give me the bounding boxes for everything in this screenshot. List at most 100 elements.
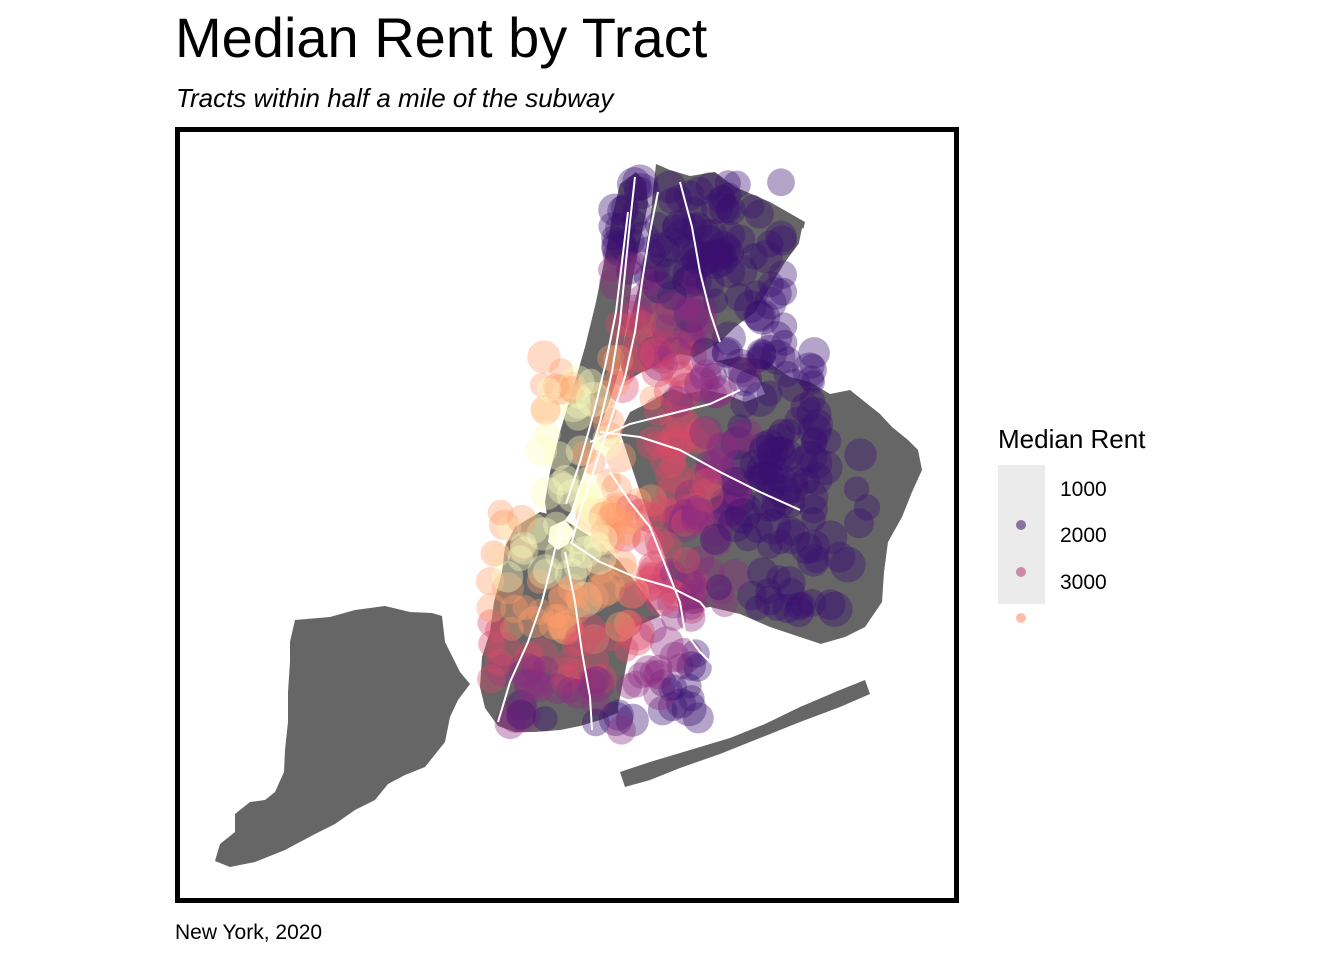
rent-point [783, 596, 815, 628]
rent-point [770, 312, 798, 340]
rent-point [712, 338, 741, 367]
rent-point [547, 612, 575, 640]
rent-point [689, 363, 717, 391]
rent-point [639, 327, 667, 355]
rent-point [622, 164, 659, 201]
rent-point [494, 708, 526, 740]
legend-label-2000: 2000 [1060, 524, 1107, 547]
subway-line-queens-blvd [599, 431, 801, 511]
rent-point [634, 484, 668, 517]
rent-point [589, 569, 626, 606]
rent-point [640, 262, 667, 290]
rent-point [702, 238, 735, 271]
rent-point [621, 197, 652, 227]
rent-point [796, 396, 832, 432]
rent-point [536, 377, 561, 402]
rent-point [711, 336, 744, 369]
legend-dot-2000 [1016, 567, 1026, 577]
rent-point [476, 593, 507, 623]
rent-point [507, 698, 541, 733]
rent-point [583, 531, 610, 558]
rent-point [477, 664, 506, 694]
rent-point [486, 655, 518, 687]
rent-point [513, 670, 544, 700]
rent-point [549, 358, 574, 383]
rent-point [722, 170, 751, 199]
rent-point [653, 170, 686, 204]
rent-point [803, 548, 829, 574]
rent-point [797, 413, 832, 448]
rent-point [701, 191, 734, 224]
rent-point [689, 478, 724, 513]
rent-point [492, 572, 524, 605]
rent-point [634, 566, 669, 600]
rent-point [666, 218, 697, 248]
rent-point [624, 488, 652, 516]
rent-point [724, 282, 754, 312]
rent-point [634, 573, 664, 603]
rent-point [599, 492, 635, 528]
rent-point [681, 639, 710, 668]
rent-point [500, 616, 524, 641]
rent-point [487, 499, 514, 526]
rent-point [768, 418, 796, 447]
rent-point [744, 280, 769, 305]
rent-point [530, 394, 561, 425]
subway-line-brooklyn-east [569, 541, 726, 633]
rent-point [717, 221, 746, 250]
rent-point [713, 255, 746, 288]
rent-point [754, 585, 785, 616]
rent-point [655, 457, 692, 494]
rent-point [616, 673, 643, 700]
rent-point [542, 673, 573, 705]
rent-point [751, 485, 788, 522]
rent-point [529, 372, 555, 398]
rent-point [682, 291, 718, 326]
rent-point [679, 598, 705, 624]
rent-point [655, 227, 691, 263]
rent-point [685, 545, 715, 575]
rent-point [734, 290, 767, 324]
rent-point [699, 239, 733, 273]
rent-point [766, 464, 796, 494]
rent-point [660, 450, 687, 477]
rent-point [676, 673, 702, 699]
rent-point [510, 536, 539, 565]
rent-point [618, 311, 647, 339]
rent-point [705, 574, 732, 601]
rent-point [577, 581, 609, 614]
rent-point [728, 418, 764, 453]
rent-point [799, 353, 825, 379]
rent-point [653, 258, 685, 290]
rent-point [776, 418, 802, 444]
rent-point [616, 294, 652, 331]
rent-point [667, 380, 700, 413]
rent-point [619, 621, 654, 656]
rent-point [716, 460, 745, 489]
rent-point [598, 193, 631, 226]
rent-point [544, 441, 574, 471]
rent-point [504, 533, 534, 563]
rent-point [705, 231, 742, 267]
rent-point [695, 172, 724, 201]
rent-point [498, 697, 535, 733]
rent-point [800, 370, 826, 395]
rent-point [743, 300, 774, 331]
rent-point [657, 280, 687, 311]
map-panel [175, 127, 959, 903]
rent-point [659, 641, 690, 673]
rent-point [709, 184, 735, 211]
rent-point [671, 267, 700, 295]
rent-point [650, 331, 680, 360]
rent-point [534, 420, 561, 448]
rent-point [655, 291, 690, 326]
rent-point [598, 212, 627, 241]
rent-point [547, 472, 580, 505]
rent-point [665, 688, 697, 719]
rent-point [480, 540, 508, 567]
rent-point [796, 529, 830, 564]
rent-point [544, 374, 575, 405]
rent-point [746, 338, 777, 369]
rent-point [853, 494, 881, 521]
water-little-neck [760, 228, 830, 342]
